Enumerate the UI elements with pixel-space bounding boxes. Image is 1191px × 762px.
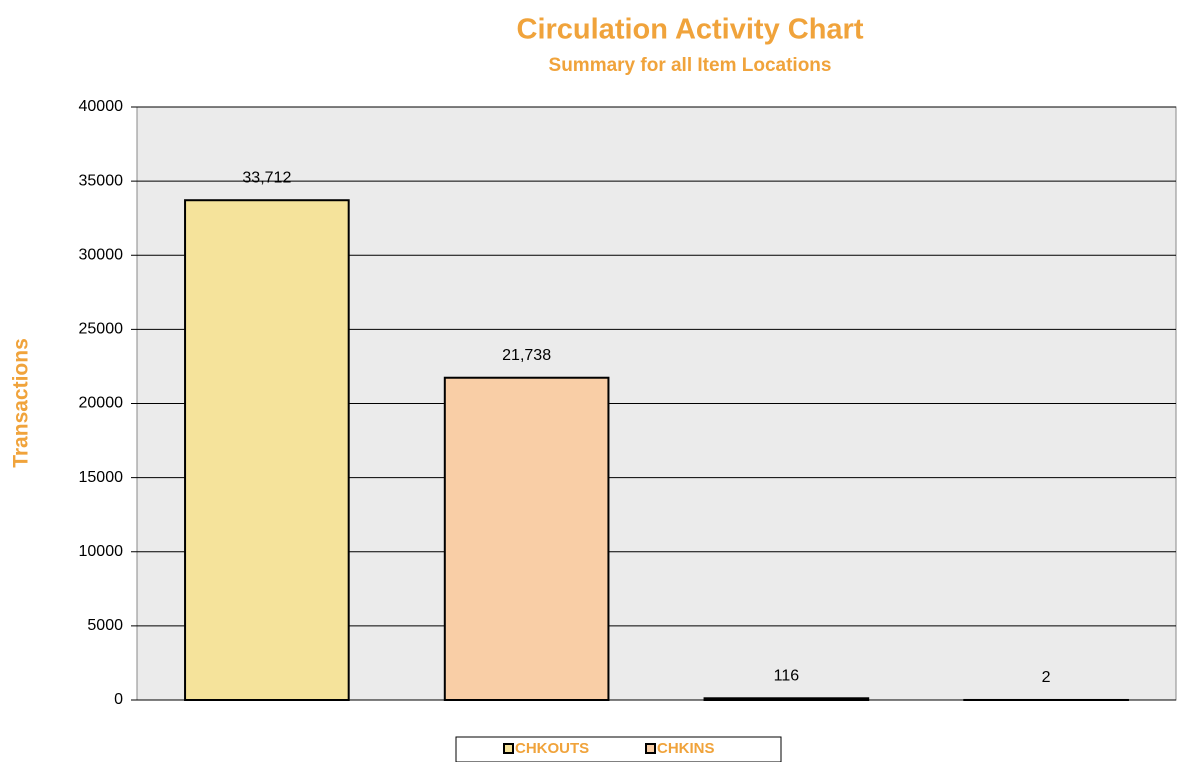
y-tick-label: 20000 bbox=[79, 395, 124, 412]
data-label: 116 bbox=[774, 667, 800, 684]
y-axis-label: Transactions bbox=[10, 338, 33, 468]
chart-title: Circulation Activity Chart bbox=[517, 14, 864, 46]
data-label: 2 bbox=[1042, 669, 1051, 686]
chart-subtitle: Summary for all Item Locations bbox=[549, 55, 832, 76]
y-tick-label: 0 bbox=[114, 691, 123, 708]
legend-label: CHKOUTS bbox=[515, 740, 589, 757]
bar bbox=[443, 376, 610, 701]
y-tick-label: 10000 bbox=[79, 543, 124, 560]
y-tick-label: 30000 bbox=[79, 246, 124, 263]
data-label: 33,712 bbox=[242, 169, 291, 186]
legend-swatch bbox=[645, 743, 656, 754]
bar bbox=[184, 199, 350, 701]
y-tick-label: 40000 bbox=[79, 98, 124, 115]
y-tick-label: 15000 bbox=[79, 469, 124, 486]
y-tick-label: 25000 bbox=[79, 321, 124, 338]
data-label: 21,738 bbox=[502, 347, 551, 364]
legend-swatch bbox=[503, 743, 514, 754]
y-tick-label: 5000 bbox=[87, 617, 123, 634]
legend-label: CHKINS bbox=[657, 740, 715, 757]
bar bbox=[703, 697, 870, 701]
y-tick-label: 35000 bbox=[79, 172, 124, 189]
